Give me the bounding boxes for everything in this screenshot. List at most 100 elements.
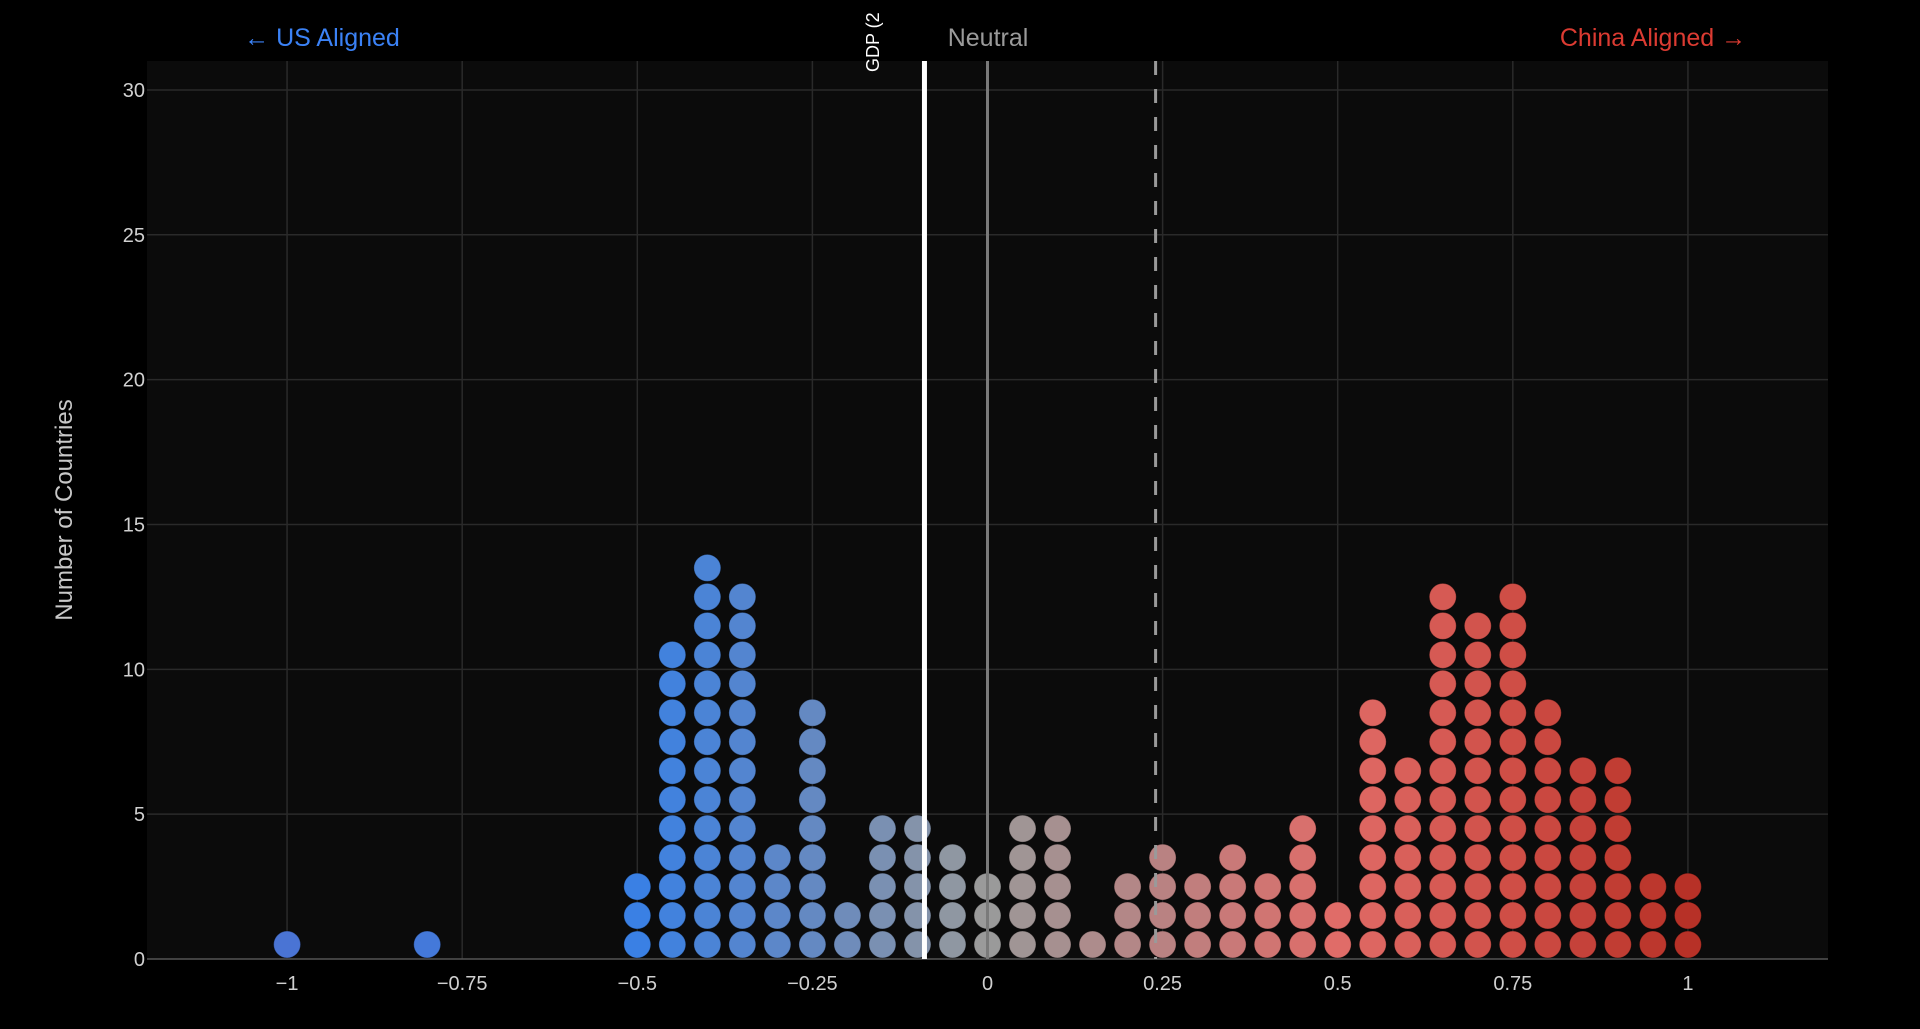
country-dot (868, 872, 897, 901)
y-tick-label: 0 (134, 949, 145, 971)
country-dot (1463, 611, 1492, 640)
country-dot (623, 930, 652, 959)
y-tick-label: 25 (123, 225, 145, 247)
country-dot (798, 814, 827, 843)
country-dot (273, 930, 302, 959)
country-dot (763, 930, 792, 959)
country-dot (1358, 785, 1387, 814)
country-dot (1603, 756, 1632, 785)
country-dot (728, 872, 757, 901)
x-tick-label: −0.25 (787, 973, 838, 995)
country-dot (1148, 843, 1177, 872)
country-dot (693, 872, 722, 901)
country-dot (938, 843, 967, 872)
x-tick-label: −0.75 (437, 973, 488, 995)
country-dot (1393, 814, 1422, 843)
us-aligned-label: ← US Aligned (244, 24, 400, 52)
country-dot (1428, 930, 1457, 959)
country-dot (693, 582, 722, 611)
country-dot (938, 872, 967, 901)
country-dot (1533, 930, 1562, 959)
country-dot (1463, 901, 1492, 930)
country-dot (1148, 901, 1177, 930)
country-dot (1183, 872, 1212, 901)
country-dot (938, 901, 967, 930)
x-tick-label: −1 (276, 973, 299, 995)
country-dot (1568, 814, 1597, 843)
country-dot (798, 843, 827, 872)
country-dot (1463, 785, 1492, 814)
country-dot (1078, 930, 1107, 959)
country-dot (728, 727, 757, 756)
country-dot (763, 843, 792, 872)
country-dot (728, 843, 757, 872)
country-dot (868, 814, 897, 843)
y-axis: 0 5 10 15 20 25 30 (123, 80, 145, 971)
country-dot (1288, 814, 1317, 843)
country-dot (1498, 901, 1527, 930)
country-dot (833, 930, 862, 959)
country-dot (1008, 872, 1037, 901)
country-dot (1568, 901, 1597, 930)
country-dot (658, 901, 687, 930)
country-dot (1148, 930, 1177, 959)
country-dot (728, 582, 757, 611)
country-dot (728, 698, 757, 727)
country-dot (1428, 756, 1457, 785)
country-dot (1498, 843, 1527, 872)
country-dot (658, 872, 687, 901)
country-dot (798, 930, 827, 959)
country-dot (1463, 930, 1492, 959)
country-dot (1463, 814, 1492, 843)
country-dot (1428, 785, 1457, 814)
country-dot (658, 930, 687, 959)
gdp-line-label: GDP (2 (863, 12, 883, 72)
country-dot (1393, 930, 1422, 959)
country-dot (1533, 872, 1562, 901)
country-dot (658, 785, 687, 814)
country-dot (1673, 930, 1702, 959)
country-dot (728, 669, 757, 698)
country-dot (728, 785, 757, 814)
country-dot (1358, 901, 1387, 930)
country-dot (868, 930, 897, 959)
country-dot (1498, 611, 1527, 640)
y-tick-label: 30 (123, 80, 145, 102)
country-dot (693, 698, 722, 727)
country-dot (1533, 901, 1562, 930)
country-dot (1183, 901, 1212, 930)
country-dot (1393, 843, 1422, 872)
country-dot (1253, 872, 1282, 901)
country-dot (1358, 698, 1387, 727)
country-dot (868, 843, 897, 872)
neutral-label: Neutral (948, 24, 1029, 52)
country-dot (658, 843, 687, 872)
country-dot (1393, 901, 1422, 930)
country-dot (658, 669, 687, 698)
y-tick-label: 5 (134, 804, 145, 826)
country-dot (1358, 756, 1387, 785)
country-dot (1673, 901, 1702, 930)
country-dot (1288, 843, 1317, 872)
country-dot (1393, 756, 1422, 785)
country-dot (1043, 814, 1072, 843)
country-dot (1533, 756, 1562, 785)
country-dot (1498, 698, 1527, 727)
country-dot (1568, 930, 1597, 959)
country-dot (1533, 814, 1562, 843)
country-dot (1603, 843, 1632, 872)
country-dot (728, 930, 757, 959)
country-dot (1113, 930, 1142, 959)
country-dot (1428, 843, 1457, 872)
country-dot (693, 814, 722, 843)
country-dot (728, 640, 757, 669)
country-dot (1008, 930, 1037, 959)
country-dot (1603, 901, 1632, 930)
x-tick-label: 0.5 (1324, 973, 1352, 995)
country-dot (798, 872, 827, 901)
country-dot (1428, 669, 1457, 698)
country-dot (1428, 901, 1457, 930)
country-dot (1288, 872, 1317, 901)
reference-lines (921, 61, 1158, 959)
